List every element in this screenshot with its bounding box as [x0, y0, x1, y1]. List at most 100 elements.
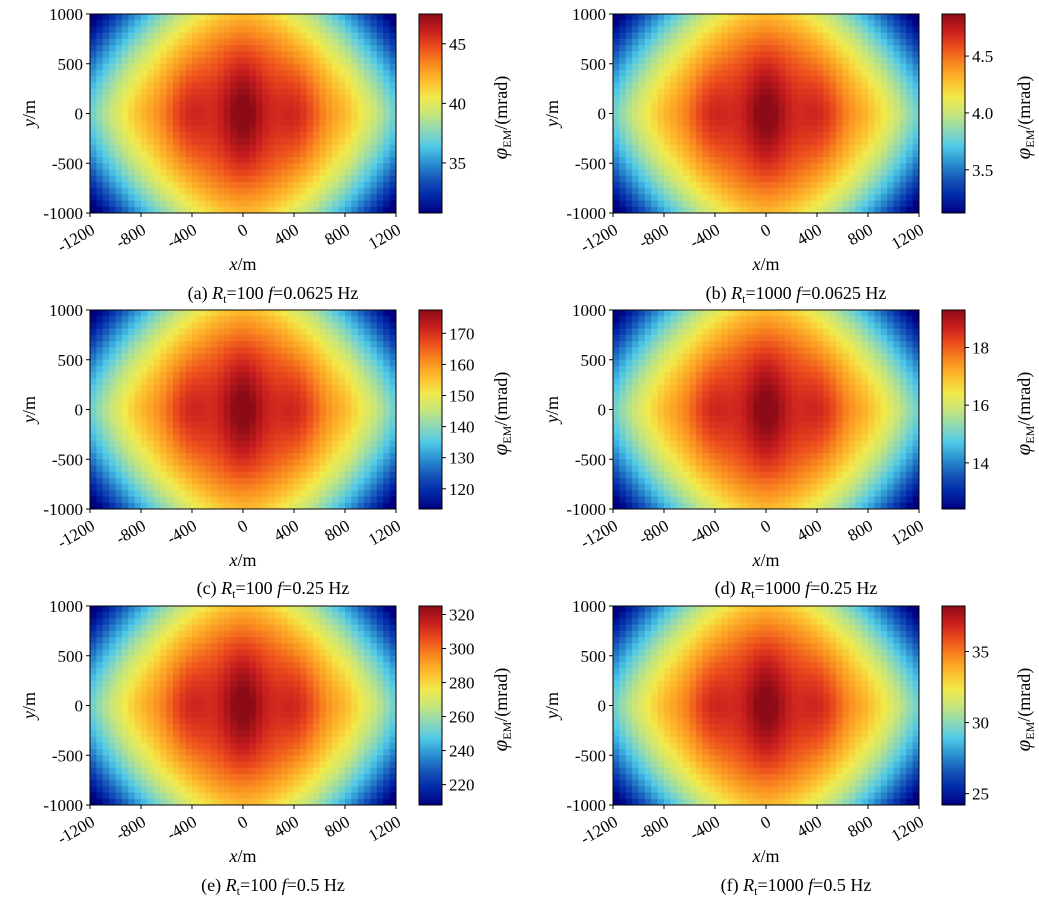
panel-b: -1000 -500 0 500 1000 -1200 -800 -400 0 400 800 120… — [542, 5, 1037, 306]
panel-caption: (f) Rt=1000 f=0.5 Hz — [721, 875, 872, 898]
x-tick-label: 800 — [321, 516, 353, 545]
colorbar-tick-label: 16 — [972, 396, 989, 415]
x-tick-label: -400 — [687, 220, 723, 252]
x-tick-label: 0 — [757, 812, 774, 833]
x-tick-label: 1200 — [888, 812, 927, 845]
x-tick-label: -400 — [164, 812, 200, 844]
x-tick-label: 400 — [793, 220, 825, 249]
x-axis-label: x/m — [751, 550, 779, 570]
y-tick-label: 500 — [581, 351, 607, 370]
heatmap-c — [90, 310, 396, 509]
colorbar-tick-label: 25 — [972, 785, 989, 804]
y-tick-label: 500 — [581, 55, 607, 74]
colorbar — [418, 605, 443, 806]
x-tick-label: -800 — [113, 516, 149, 548]
x-tick-label: -1200 — [54, 812, 98, 848]
x-tick-label: -400 — [164, 220, 200, 252]
x-tick-label: 400 — [793, 812, 825, 841]
y-axis-label: y/m — [542, 692, 562, 721]
x-axis-label: x/m — [228, 254, 256, 274]
y-tick-label: -1000 — [43, 500, 83, 519]
colorbar-tick-label: 30 — [972, 714, 989, 733]
y-tick-label: 500 — [58, 351, 84, 370]
panel-e: -1000 -500 0 500 1000 -1200 -800 -400 0 400 800 120… — [19, 597, 514, 898]
y-tick-label: -1000 — [566, 500, 606, 519]
x-tick-label: -1200 — [577, 812, 621, 848]
heatmap-d — [613, 310, 919, 509]
colorbar-tick-label: 45 — [449, 35, 466, 54]
colorbar-tick-label: 4.0 — [972, 104, 993, 123]
colorbar-label: φEM/(mrad) — [1011, 668, 1037, 752]
colorbar-tick-label: 140 — [449, 418, 475, 437]
x-tick-label: 1200 — [888, 516, 927, 549]
x-tick-label: 1200 — [365, 812, 404, 845]
y-tick-label: 1000 — [572, 597, 606, 616]
x-tick-label: 800 — [844, 220, 876, 249]
x-tick-label: 1200 — [365, 220, 404, 253]
x-tick-label: 800 — [844, 516, 876, 545]
y-tick-label: 0 — [598, 105, 607, 124]
y-axis-label: y/m — [542, 396, 562, 425]
y-tick-label: -500 — [52, 746, 83, 765]
x-tick-label: -800 — [113, 220, 149, 252]
colorbar-label: φEM/(mrad) — [488, 372, 514, 456]
x-tick-label: -400 — [164, 516, 200, 548]
y-tick-label: 500 — [581, 647, 607, 666]
heatmap-f — [613, 606, 919, 805]
y-tick-label: 0 — [598, 401, 607, 420]
y-axis-label: y/m — [19, 692, 39, 721]
panel-c: -1000 -500 0 500 1000 -1200 -800 -400 0 400 800 120… — [19, 301, 514, 601]
y-tick-label: 1000 — [572, 301, 606, 320]
panel-d: -1000 -500 0 500 1000 -1200 -800 -400 0 400 800 120… — [542, 301, 1037, 601]
x-tick-label: 800 — [844, 812, 876, 841]
y-axis-label: y/m — [19, 396, 39, 425]
x-tick-label: 800 — [321, 812, 353, 841]
x-tick-label: -800 — [636, 516, 672, 548]
colorbar-tick-label: 320 — [449, 606, 475, 625]
heatmap-e — [90, 606, 396, 805]
colorbar-tick-label: 3.5 — [972, 161, 993, 180]
x-axis-label: x/m — [228, 846, 256, 866]
x-tick-label: 0 — [234, 516, 251, 537]
y-axis-label: y/m — [542, 100, 562, 129]
colorbar-tick-label: 40 — [449, 94, 466, 113]
colorbar-tick-label: 300 — [449, 640, 475, 659]
x-tick-label: 0 — [234, 812, 251, 833]
colorbar — [418, 13, 443, 214]
colorbar-label: φEM/(mrad) — [488, 668, 514, 752]
y-tick-label: -500 — [52, 450, 83, 469]
y-tick-label: 0 — [75, 105, 84, 124]
colorbar — [418, 309, 443, 510]
panel-caption: (d) Rt=1000 f=0.25 Hz — [715, 578, 878, 601]
y-axis-label: y/m — [19, 100, 39, 129]
y-tick-label: 0 — [75, 697, 84, 716]
x-tick-label: 400 — [270, 220, 302, 249]
colorbar-tick-label: 170 — [449, 324, 475, 343]
colorbar-tick-label: 18 — [972, 338, 989, 357]
y-tick-label: -1000 — [566, 796, 606, 815]
x-axis-label: x/m — [751, 254, 779, 274]
x-tick-label: 0 — [757, 516, 774, 537]
x-tick-label: 0 — [234, 220, 251, 241]
colorbar-tick-label: 35 — [972, 642, 989, 661]
colorbar-tick-label: 35 — [449, 154, 466, 173]
x-tick-label: 1200 — [888, 220, 927, 253]
y-tick-label: 1000 — [572, 5, 606, 24]
y-tick-label: -500 — [575, 154, 606, 173]
panel-caption: (b) Rt=1000 f=0.0625 Hz — [706, 283, 887, 306]
heatmap-a — [90, 14, 396, 213]
x-tick-label: -800 — [636, 812, 672, 844]
colorbar-tick-label: 130 — [449, 449, 475, 468]
x-tick-label: -800 — [113, 812, 149, 844]
colorbar-tick-label: 160 — [449, 355, 475, 374]
y-tick-label: -500 — [52, 154, 83, 173]
x-tick-label: -1200 — [54, 220, 98, 256]
x-tick-label: 400 — [793, 516, 825, 545]
colorbar-tick-label: 280 — [449, 674, 475, 693]
colorbar-tick-label: 150 — [449, 387, 475, 406]
y-tick-label: -1000 — [566, 204, 606, 223]
x-axis-label: x/m — [751, 846, 779, 866]
y-tick-label: -1000 — [43, 204, 83, 223]
y-tick-label: 0 — [75, 401, 84, 420]
